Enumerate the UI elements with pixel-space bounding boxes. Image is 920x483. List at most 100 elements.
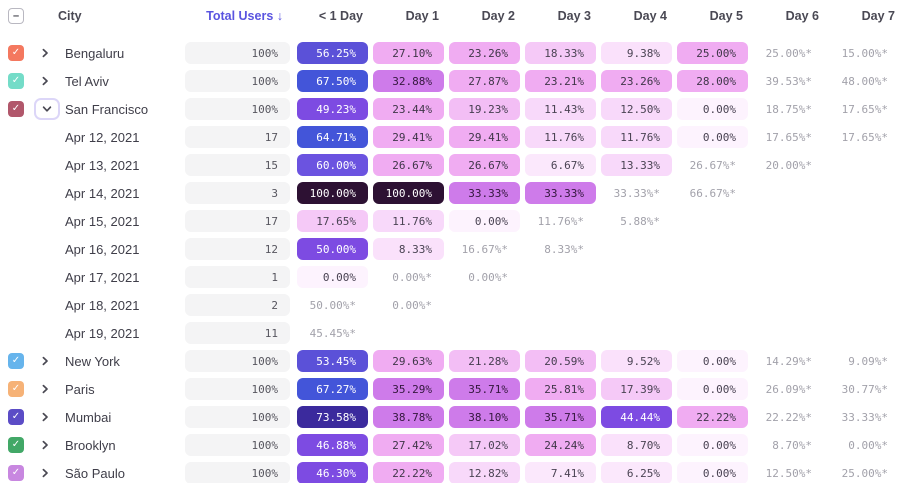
- retention-value-pill[interactable]: 29.41%: [449, 126, 520, 148]
- retention-value-pill[interactable]: 17.02%: [449, 434, 520, 456]
- retention-value-pill[interactable]: 0.00%: [297, 266, 368, 288]
- retention-value-pill[interactable]: 50.00%: [297, 238, 368, 260]
- table-row-city: ✓ Bengaluru 100% 56.25% 27.10% 23.26% 18.33% 9.…: [0, 39, 905, 67]
- retention-value-pill[interactable]: 27.42%: [373, 434, 444, 456]
- table-row-city: ✓ Brooklyn 100% 46.88% 27.42% 17.02% 24.24% 8.7…: [0, 431, 905, 459]
- chevron-right-icon[interactable]: [32, 76, 58, 86]
- retention-value-pill[interactable]: 12.82%: [449, 462, 520, 483]
- total-users-value: 100%: [185, 42, 290, 64]
- row-checkbox[interactable]: ✓: [8, 45, 24, 61]
- chevron-right-icon[interactable]: [32, 440, 58, 450]
- retention-value-pill[interactable]: 25.00%: [677, 42, 748, 64]
- retention-value-pill[interactable]: 11.76%: [373, 210, 444, 232]
- retention-value-pill[interactable]: 27.87%: [449, 70, 520, 92]
- retention-value-pill[interactable]: 0.00%: [677, 126, 748, 148]
- retention-value-pill[interactable]: 11.76%: [525, 126, 596, 148]
- retention-value-pill[interactable]: 23.44%: [373, 98, 444, 120]
- retention-value-pill[interactable]: 18.33%: [525, 42, 596, 64]
- retention-value-pill[interactable]: 35.29%: [373, 378, 444, 400]
- retention-value-incomplete: 45.45%*: [309, 326, 356, 340]
- retention-value-pill[interactable]: 53.45%: [297, 350, 368, 372]
- retention-value-pill[interactable]: 22.22%: [373, 462, 444, 483]
- cohort-date: Apr 12, 2021: [65, 129, 140, 145]
- row-checkbox[interactable]: ✓: [8, 73, 24, 89]
- retention-value-pill[interactable]: 8.70%: [601, 434, 672, 456]
- retention-value-pill[interactable]: 0.00%: [677, 462, 748, 483]
- chevron-right-icon[interactable]: [32, 384, 58, 394]
- retention-value-pill[interactable]: 23.26%: [449, 42, 520, 64]
- column-header-total-users-sorted[interactable]: Total Users ↓: [206, 9, 283, 23]
- retention-value-pill[interactable]: 56.25%: [297, 42, 368, 64]
- retention-value-pill[interactable]: 46.30%: [297, 462, 368, 483]
- retention-value-pill[interactable]: 60.00%: [297, 154, 368, 176]
- retention-value-pill[interactable]: 0.00%: [449, 210, 520, 232]
- chevron-right-icon[interactable]: [32, 356, 58, 366]
- chevron-right-icon[interactable]: [32, 48, 58, 58]
- retention-value-pill[interactable]: 25.81%: [525, 378, 596, 400]
- retention-value-incomplete: 0.00%*: [392, 270, 432, 284]
- retention-value-pill[interactable]: 19.23%: [449, 98, 520, 120]
- chevron-right-icon[interactable]: [32, 468, 58, 478]
- retention-value-pill[interactable]: 8.33%: [373, 238, 444, 260]
- retention-value-pill[interactable]: 17.39%: [601, 378, 672, 400]
- retention-value-pill[interactable]: 7.41%: [525, 462, 596, 483]
- retention-value-pill[interactable]: 9.52%: [601, 350, 672, 372]
- retention-value-pill[interactable]: 0.00%: [677, 434, 748, 456]
- retention-value-pill[interactable]: 0.00%: [677, 98, 748, 120]
- retention-value-pill[interactable]: 27.10%: [373, 42, 444, 64]
- retention-value-pill[interactable]: 100.00%: [373, 182, 444, 204]
- select-all-checkbox[interactable]: –: [8, 8, 24, 24]
- total-users-value: 17: [185, 210, 290, 232]
- retention-value-pill[interactable]: 11.76%: [601, 126, 672, 148]
- retention-value-pill[interactable]: 73.58%: [297, 406, 368, 428]
- row-checkbox[interactable]: ✓: [8, 381, 24, 397]
- retention-value-incomplete: 17.65%*: [765, 130, 812, 144]
- retention-value-pill[interactable]: 33.33%: [525, 182, 596, 204]
- retention-value-pill[interactable]: 26.67%: [373, 154, 444, 176]
- retention-value-pill[interactable]: 29.41%: [373, 126, 444, 148]
- retention-value-pill[interactable]: 11.43%: [525, 98, 596, 120]
- retention-value-pill[interactable]: 35.71%: [449, 378, 520, 400]
- retention-value-pill[interactable]: 67.27%: [297, 378, 368, 400]
- retention-value-pill[interactable]: 23.26%: [601, 70, 672, 92]
- retention-value-pill[interactable]: 28.00%: [677, 70, 748, 92]
- total-users-value: 1: [185, 266, 290, 288]
- retention-value-pill[interactable]: 44.44%: [601, 406, 672, 428]
- retention-value-pill[interactable]: 9.38%: [601, 42, 672, 64]
- retention-value-pill[interactable]: 17.65%: [297, 210, 368, 232]
- retention-value-pill[interactable]: 13.33%: [601, 154, 672, 176]
- retention-value-pill[interactable]: 32.88%: [373, 70, 444, 92]
- retention-value-pill[interactable]: 46.88%: [297, 434, 368, 456]
- retention-value-pill[interactable]: 67.50%: [297, 70, 368, 92]
- retention-value-pill[interactable]: 38.78%: [373, 406, 444, 428]
- table-row-date: Apr 12, 2021 17 64.71% 29.41% 29.41% 11.76% 11…: [0, 123, 905, 151]
- retention-value-pill[interactable]: 38.10%: [449, 406, 520, 428]
- retention-value-pill[interactable]: 49.23%: [297, 98, 368, 120]
- row-checkbox[interactable]: ✓: [8, 353, 24, 369]
- chevron-right-icon[interactable]: [32, 412, 58, 422]
- row-checkbox[interactable]: ✓: [8, 465, 24, 481]
- retention-value-pill[interactable]: 20.59%: [525, 350, 596, 372]
- retention-value-pill[interactable]: 100.00%: [297, 182, 368, 204]
- retention-value-pill[interactable]: 26.67%: [449, 154, 520, 176]
- retention-value-pill[interactable]: 0.00%: [677, 350, 748, 372]
- row-checkbox[interactable]: ✓: [8, 409, 24, 425]
- column-header-day7: Day 7: [861, 9, 895, 23]
- retention-value-pill[interactable]: 29.63%: [373, 350, 444, 372]
- retention-value-pill[interactable]: 6.25%: [601, 462, 672, 483]
- retention-value-pill[interactable]: 23.21%: [525, 70, 596, 92]
- retention-value-pill[interactable]: 64.71%: [297, 126, 368, 148]
- retention-value-incomplete: 14.29%*: [765, 354, 812, 368]
- retention-value-pill[interactable]: 6.67%: [525, 154, 596, 176]
- total-users-value: 100%: [185, 434, 290, 456]
- retention-value-pill[interactable]: 24.24%: [525, 434, 596, 456]
- retention-value-pill[interactable]: 21.28%: [449, 350, 520, 372]
- row-checkbox[interactable]: ✓: [8, 101, 24, 117]
- retention-value-pill[interactable]: 35.71%: [525, 406, 596, 428]
- retention-value-pill[interactable]: 12.50%: [601, 98, 672, 120]
- retention-value-pill[interactable]: 0.00%: [677, 378, 748, 400]
- row-checkbox[interactable]: ✓: [8, 437, 24, 453]
- retention-value-pill[interactable]: 22.22%: [677, 406, 748, 428]
- chevron-down-icon[interactable]: [34, 98, 60, 120]
- retention-value-pill[interactable]: 33.33%: [449, 182, 520, 204]
